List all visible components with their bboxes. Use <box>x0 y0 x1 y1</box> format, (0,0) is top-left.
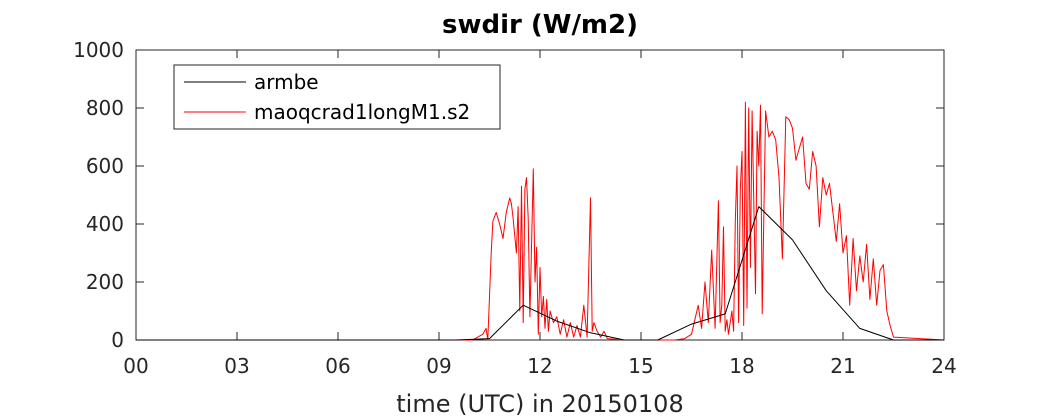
y-tick-label: 0 <box>111 328 124 352</box>
series-line-1 <box>136 101 945 341</box>
plot-area <box>136 101 945 341</box>
y-tick-label: 600 <box>86 154 124 178</box>
y-tick-label: 800 <box>86 96 124 120</box>
y-tick-label: 200 <box>86 270 124 294</box>
x-tick-label: 09 <box>426 354 451 378</box>
x-tick-label: 18 <box>729 354 754 378</box>
x-tick-label: 15 <box>628 354 653 378</box>
legend-label: armbe <box>254 70 319 94</box>
x-tick-label: 06 <box>325 354 350 378</box>
legend-label: maoqcrad1longM1.s2 <box>254 100 470 124</box>
chart-title: swdir (W/m2) <box>442 10 638 40</box>
legend-box <box>173 64 501 130</box>
series-line-0 <box>136 206 944 341</box>
x-tick-label: 12 <box>527 354 552 378</box>
x-axis-label: time (UTC) in 20150108 <box>396 390 683 417</box>
y-tick-label: 1000 <box>73 38 124 62</box>
x-tick-label: 00 <box>123 354 148 378</box>
axes: 00 03 06 09 12 15 18 21 24 0 200 400 600 800 1000 <box>73 38 957 378</box>
x-tick-label: 21 <box>830 354 855 378</box>
legend: armbe maoqcrad1longM1.s2 <box>173 64 501 130</box>
x-tick-label: 03 <box>224 354 249 378</box>
x-tick-label: 24 <box>931 354 956 378</box>
y-tick-label: 400 <box>86 212 124 236</box>
